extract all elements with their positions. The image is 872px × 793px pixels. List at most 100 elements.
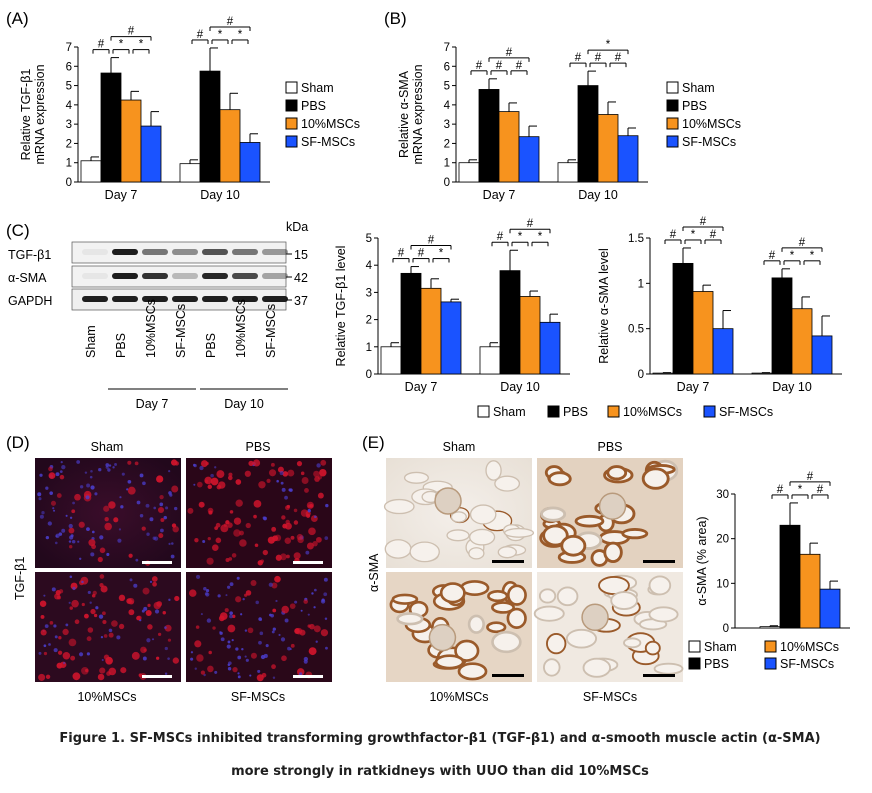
bar <box>458 162 480 183</box>
legend-e: Sham 10%MSCs PBS SF-MSCs <box>688 640 839 671</box>
fluorescence-spot <box>61 528 66 533</box>
blot-band <box>142 296 168 302</box>
x-category-label: Day 7 <box>483 188 516 202</box>
fluorescence-spot <box>193 463 197 468</box>
fluorescence-spot <box>99 535 104 540</box>
blot-band <box>262 273 288 279</box>
fluorescence-spot <box>286 504 291 509</box>
fluorescence-spot <box>296 461 303 467</box>
fluorescence-spot <box>312 540 318 547</box>
fluorescence-spot <box>207 537 211 541</box>
fluorescence-spot <box>253 514 257 519</box>
fluorescence-spot <box>151 638 155 641</box>
fluorescence-spot <box>319 468 327 477</box>
blot-band <box>262 296 288 302</box>
fluorescence-spot <box>325 646 328 650</box>
fluorescence-spot <box>237 655 242 660</box>
fluorescence-spot <box>225 594 228 597</box>
fluorescence-spot <box>200 460 208 468</box>
tubule <box>556 586 579 607</box>
bar <box>179 163 201 183</box>
fluorescence-spot <box>90 485 95 490</box>
scale-bar <box>643 560 675 563</box>
bar <box>771 277 793 375</box>
legend-swatch-pbs <box>666 99 679 112</box>
fluorescence-spot <box>214 466 217 469</box>
fluorescence-spot <box>189 589 197 597</box>
scale-bar <box>142 675 172 678</box>
fluorescence-spot <box>95 606 99 610</box>
fluorescence-spot <box>101 658 104 662</box>
fluorescence-spot <box>38 497 42 501</box>
legend-swatch-pbs <box>688 657 701 670</box>
tubule <box>547 471 572 487</box>
fluorescence-spot <box>71 509 76 514</box>
tubule <box>469 528 496 546</box>
figure-canvas: (A) (B) (C) (D) (E) 0 1 2 3 4 5 6 7 Relative TGF… <box>6 9 850 704</box>
bar <box>380 346 402 375</box>
fluorescence-spot <box>323 577 328 582</box>
significance-mark: # <box>428 235 435 247</box>
fluorescence-spot <box>118 528 122 531</box>
fluorescence-spot <box>60 460 63 464</box>
scale-bar <box>492 560 524 563</box>
fluorescence-spot <box>277 466 284 473</box>
fluorescence-spot <box>128 609 135 616</box>
fluorescence-spot <box>99 667 106 674</box>
tubule <box>574 514 605 528</box>
significance-mark: # <box>595 52 602 64</box>
fluorescence-spot <box>152 536 156 540</box>
fluorescence-spot <box>231 553 237 558</box>
fluorescence-spot <box>74 619 80 625</box>
fluorescence-spot <box>258 481 266 489</box>
significance-mark: # <box>777 484 784 496</box>
fluorescence-spot <box>108 501 116 509</box>
significance-mark: # <box>418 248 425 260</box>
fluorescence-spot <box>307 504 312 508</box>
blot-lane-label: 10%MSCs <box>144 299 158 358</box>
fluorescence-spot <box>45 486 49 490</box>
micro-d-label-pbs: PBS <box>245 440 270 454</box>
fluorescence-spot <box>325 503 329 508</box>
tubule <box>623 637 642 649</box>
fluorescence-spot <box>301 477 309 484</box>
blot-group-day10: Day 10 <box>224 397 264 411</box>
bar <box>120 99 142 183</box>
fluorescence-spot <box>284 522 292 530</box>
fluorescence-spot <box>272 608 277 613</box>
fluorescence-spot <box>249 674 252 677</box>
legend-a: Sham PBS 10%MSCs SF-MSCs <box>285 81 360 149</box>
micrographs-e: Sham PBS 10%MSCs SF-MSCs α-SMA <box>367 440 684 704</box>
fluorescence-spot <box>127 486 136 495</box>
significance-mark: # <box>128 26 135 38</box>
x-category-label: Day 10 <box>200 188 240 202</box>
micro-d-label-sfmsc: SF-MSCs <box>231 690 285 704</box>
legend-swatch-10msc <box>666 117 679 130</box>
fluorescence-spot <box>114 463 117 466</box>
fluorescence-spot <box>237 672 240 675</box>
fluorescence-spot <box>146 638 151 643</box>
fluorescence-spot <box>174 595 180 602</box>
fluorescence-spot <box>53 624 57 628</box>
bar <box>617 135 639 183</box>
fluorescence-spot <box>133 583 138 588</box>
blot-kda-label: kDa <box>286 220 308 234</box>
y-tick-label: 1 <box>444 158 450 170</box>
fluorescence-spot <box>206 557 214 565</box>
fluorescence-spot <box>69 575 73 579</box>
fluorescence-spot <box>282 523 288 529</box>
fluorescence-spot <box>147 624 153 630</box>
fluorescence-spot <box>190 657 194 661</box>
micro-d-label-10msc: 10%MSCs <box>77 690 136 704</box>
blot-row-label-asma: α-SMA <box>8 271 47 285</box>
fluorescence-spot <box>157 506 165 514</box>
legend-label-sfmsc: SF-MSCs <box>719 405 773 419</box>
fluorescence-spot <box>97 673 105 681</box>
y-tick-label: 2 <box>66 138 72 150</box>
western-blot: kDa TGF-β1 α-SMA GAPDH 15 42 37 Sham PBS… <box>8 220 308 411</box>
tubule <box>542 658 561 677</box>
bar <box>759 626 781 629</box>
legend-label-sham: Sham <box>704 640 737 654</box>
y-tick-label: 10 <box>716 578 729 590</box>
y-tick-label: 0 <box>723 623 729 635</box>
